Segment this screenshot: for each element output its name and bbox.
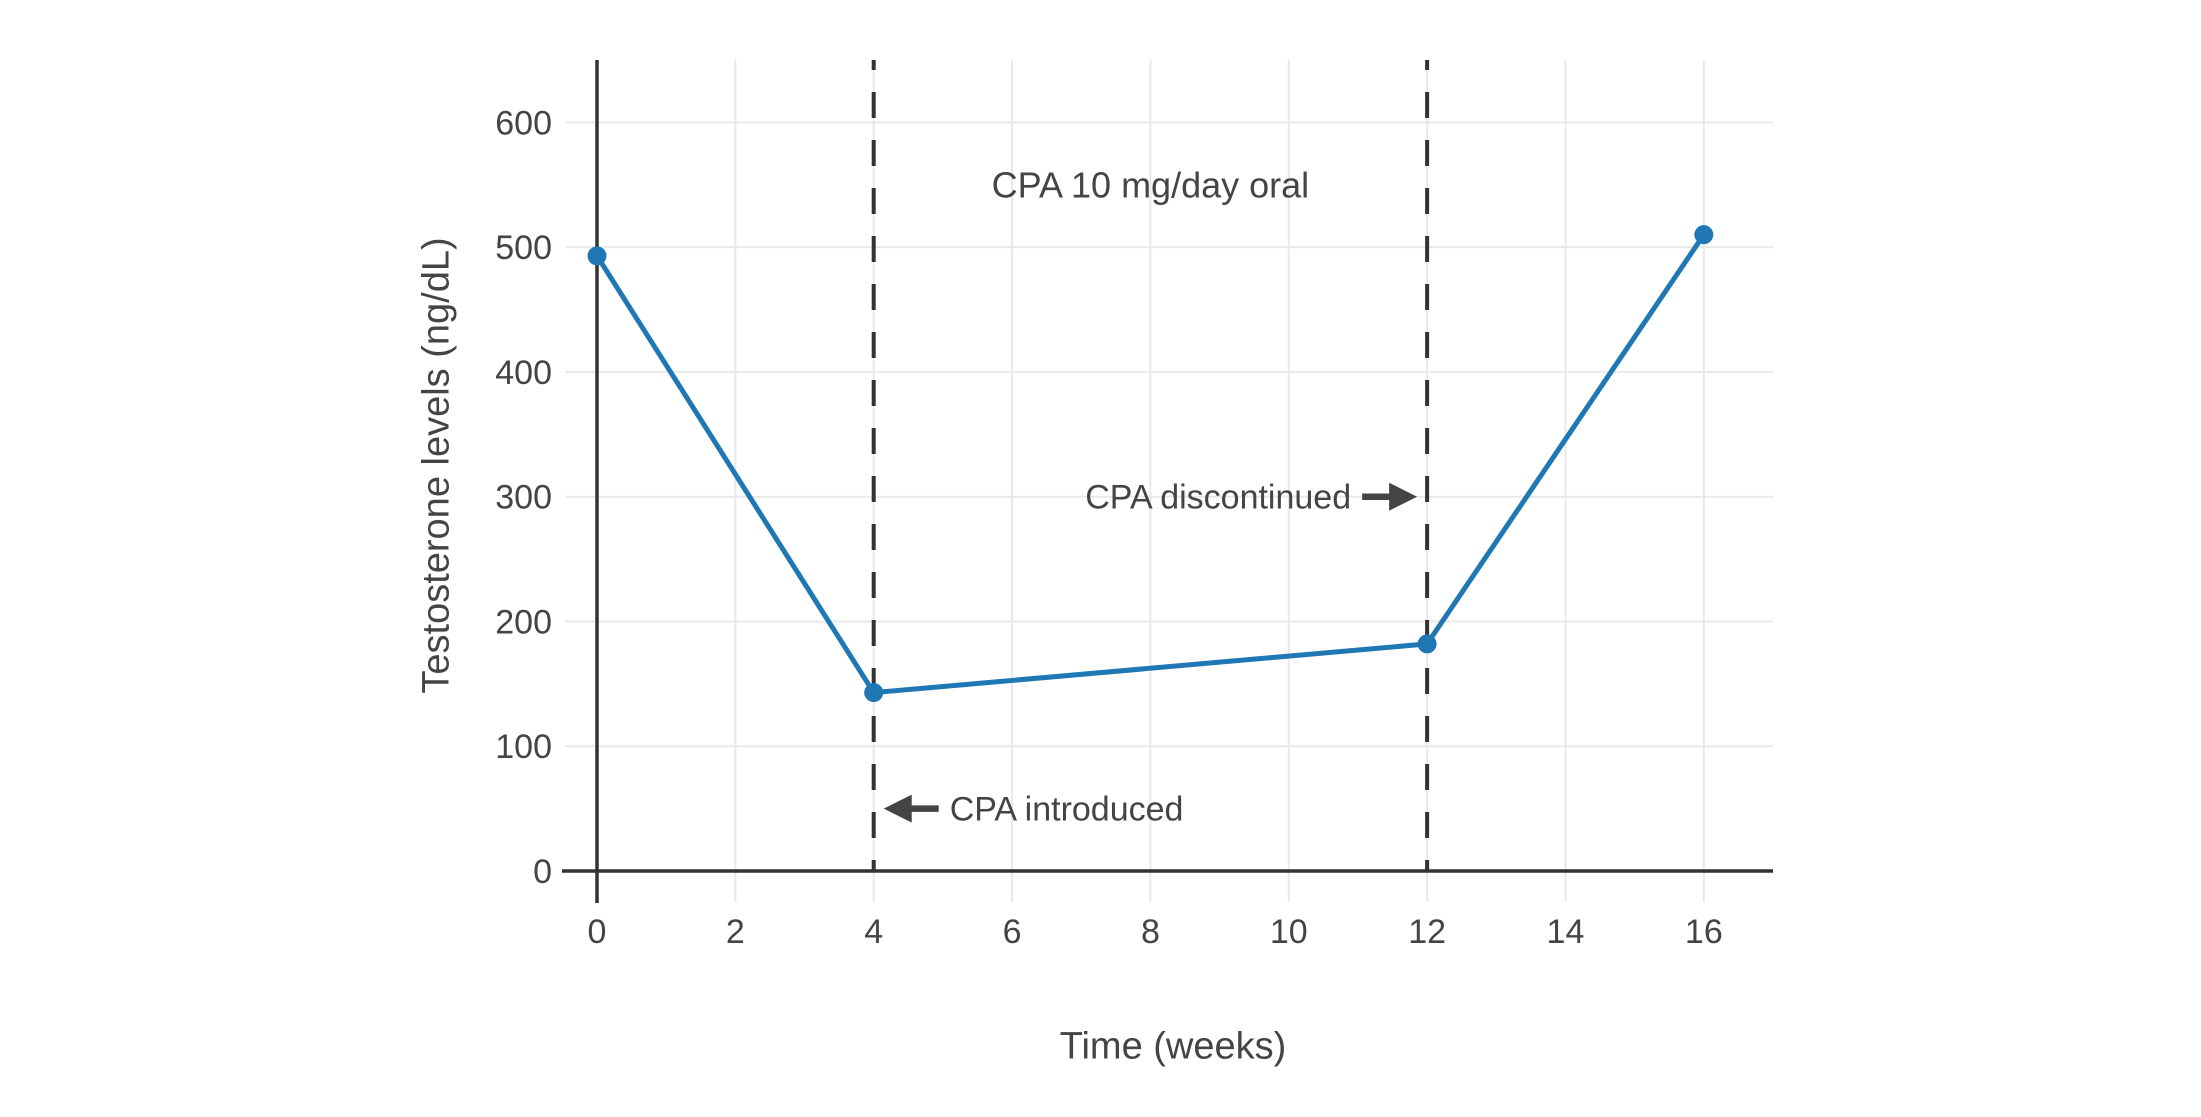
y-tick-label-600: 600 bbox=[495, 104, 552, 142]
x-tick-label-16: 16 bbox=[1685, 913, 1723, 951]
data-point-week-16 bbox=[1694, 225, 1714, 245]
x-tick-label-0: 0 bbox=[588, 913, 607, 951]
y-tick-label-300: 300 bbox=[495, 479, 552, 517]
x-tick-label-8: 8 bbox=[1141, 913, 1160, 951]
x-tick-label-6: 6 bbox=[1003, 913, 1022, 951]
annotation-cpa-introduced-arrow-head-icon bbox=[883, 794, 912, 823]
data-point-week-0 bbox=[587, 246, 607, 266]
y-axis-title: Testosterone levels (ng/dL) bbox=[415, 237, 457, 693]
y-tick-label-400: 400 bbox=[495, 354, 552, 392]
annotation-cpa-introduced: CPA introduced bbox=[950, 791, 1184, 829]
x-tick-label-2: 2 bbox=[726, 913, 745, 951]
y-tick-label-200: 200 bbox=[495, 603, 552, 641]
x-tick-label-12: 12 bbox=[1408, 913, 1446, 951]
y-tick-label-0: 0 bbox=[533, 853, 552, 891]
data-point-week-4 bbox=[864, 683, 884, 703]
annotation-cpa-10-mg-day-oral: CPA 10 mg/day oral bbox=[992, 164, 1310, 205]
y-tick-label-100: 100 bbox=[495, 728, 552, 766]
annotation-cpa-discontinued-arrow-head-icon bbox=[1389, 482, 1418, 511]
data-point-week-12 bbox=[1417, 634, 1437, 654]
x-tick-label-4: 4 bbox=[864, 913, 883, 951]
x-axis-title: Time (weeks) bbox=[1060, 1025, 1287, 1067]
annotation-cpa-discontinued: CPA discontinued bbox=[1085, 479, 1351, 517]
x-tick-label-10: 10 bbox=[1270, 913, 1308, 951]
x-tick-label-14: 14 bbox=[1547, 913, 1585, 951]
series-line-testosterone-levels bbox=[594, 232, 1707, 696]
y-tick-label-500: 500 bbox=[495, 229, 552, 267]
